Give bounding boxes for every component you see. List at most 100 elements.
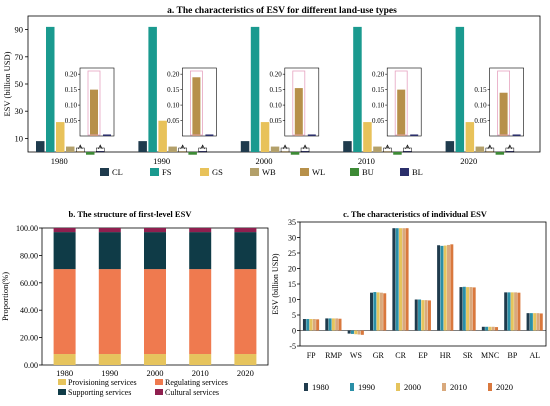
x-tick-label: 1990 [101, 368, 118, 378]
stack-regulating-services-2020 [234, 269, 257, 355]
bar-rmp-2000 [331, 318, 335, 331]
bar-hr-2000 [443, 245, 447, 331]
x-tick-label: 2020 [460, 156, 477, 166]
bar-bu-2020 [495, 152, 505, 155]
legend-swatch-provisioning-services [58, 379, 66, 385]
bar-cr-1980 [392, 228, 396, 331]
bar-gs-1990 [158, 120, 167, 152]
bar-mnc-1990 [485, 326, 489, 331]
inset-y-tick-label: 0.10 [372, 102, 385, 110]
y-tick-label: 30 [288, 234, 296, 243]
bar-bp-1990 [507, 292, 511, 331]
bar-ep-1990 [418, 299, 422, 331]
panel-c-title: c. The characteristics of individual ESV [343, 209, 488, 219]
y-tick-label: 10 [15, 133, 24, 143]
bar-fs-2010 [353, 26, 362, 153]
inset-y-tick-label: 0.15 [372, 86, 385, 94]
inset-y-tick-label: 0.10 [65, 102, 78, 110]
legend-label-1990: 1990 [358, 382, 375, 392]
highlight-box [76, 147, 85, 153]
x-tick-label: EP [418, 351, 428, 360]
x-tick-label: 1980 [56, 368, 73, 378]
bar-fp-1990 [306, 319, 310, 331]
highlight-box [96, 147, 105, 153]
x-tick-label: 2000 [147, 368, 164, 378]
inset-y-tick-label: 0.15 [474, 86, 487, 94]
bar-cl-1990 [138, 141, 147, 152]
highlight-box [178, 147, 187, 153]
inset-y-tick-label: 0.05 [65, 117, 78, 125]
bar-bu-2010 [393, 152, 402, 155]
bar-sr-2000 [466, 287, 470, 331]
stack-supporting-services-2020 [234, 232, 257, 270]
legend-label-regulating-services: Regulating services [165, 378, 228, 387]
x-tick-label: 2010 [192, 368, 209, 378]
legend-label-cl: CL [112, 167, 123, 177]
bar-ep-1980 [414, 299, 418, 331]
bar-fs-1990 [148, 26, 157, 153]
legend-label-cultural-services: Cultural services [165, 388, 219, 397]
stack-provisioning-services-2010 [189, 354, 212, 365]
y-axis-label: ESV (billion USD) [271, 253, 280, 315]
y-tick-label: 70 [15, 52, 24, 62]
legend-swatch-cultural-services [155, 389, 163, 395]
bar-bp-2000 [510, 292, 514, 331]
bar-sr-2020 [472, 287, 476, 331]
bar-fp-2020 [316, 319, 320, 331]
inset-y-tick-label: 0.05 [270, 117, 283, 125]
inset-highlight [497, 70, 511, 136]
bar-bl-1990 [198, 151, 207, 153]
panel-c-chart: -5 0 5 10 15 20 25 30 35 ESV (billion USD) FP RMP WS… [271, 218, 547, 392]
legend-swatch-2010 [442, 383, 446, 391]
legend-label-2000: 2000 [404, 382, 421, 392]
arrow-head-icon [77, 144, 83, 150]
highlight-box [383, 147, 392, 153]
stack-provisioning-services-1990 [98, 354, 121, 365]
panel-b-chart: 0.00 20.00 40.00 60.00 80.00 100.00 Proportion… [0, 224, 269, 397]
bar-gr-2000 [376, 292, 380, 331]
y-tick-label: 5 [292, 311, 296, 320]
bar-gs-1980 [56, 122, 65, 152]
legend-label-provisioning-services: Provisioning services [68, 378, 137, 387]
arrow-head-icon [302, 144, 308, 150]
bar-bl-2000 [300, 151, 310, 153]
highlight-box [403, 147, 412, 153]
y-tick-label: 30 [15, 106, 24, 116]
bar-gs-2020 [465, 122, 475, 152]
stack-cultural-services-2020 [234, 228, 257, 233]
legend-label-fs: FS [162, 167, 172, 177]
inset-y-tick-label: 0.10 [270, 102, 283, 110]
legend-swatch-1980 [304, 383, 308, 391]
inset-bar-bl-1980 [103, 134, 111, 136]
inset-highlight [292, 70, 306, 136]
stack-provisioning-services-2020 [234, 354, 257, 365]
bar-fp-2000 [309, 319, 313, 331]
y-tick-label: 25 [288, 249, 296, 258]
stack-supporting-services-2000 [144, 232, 166, 270]
inset-bar-wl-1980 [90, 89, 98, 136]
inset-highlight [87, 70, 101, 136]
bar-bl-1980 [96, 151, 105, 153]
bar-gr-2020 [383, 293, 387, 331]
y-axis-label: Proportion(%) [0, 272, 10, 321]
bar-rmp-2020 [338, 318, 342, 331]
bar-hr-2010 [447, 244, 451, 331]
inset-y-tick-label: 0.05 [474, 117, 487, 125]
stack-cultural-services-2010 [189, 228, 212, 233]
x-tick-label: SR [463, 351, 473, 360]
inset-y-tick-label: 0.10 [167, 102, 180, 110]
highlight-box [300, 147, 310, 153]
bar-mnc-2000 [488, 326, 492, 331]
bar-al-1980 [526, 313, 530, 331]
stack-provisioning-services-1980 [53, 354, 76, 365]
bar-fp-1980 [302, 319, 306, 331]
inset-highlight [394, 70, 408, 136]
y-tick-label: -5 [289, 342, 296, 351]
y-axis-label: ESV (billion USD) [2, 51, 12, 116]
x-tick-label: HR [440, 351, 452, 360]
x-tick-label: 2000 [256, 156, 273, 166]
bar-wb-1990 [168, 146, 177, 152]
bar-ep-2000 [421, 300, 425, 331]
legend-swatch-1990 [350, 383, 354, 391]
arrow-head-icon [507, 144, 513, 150]
